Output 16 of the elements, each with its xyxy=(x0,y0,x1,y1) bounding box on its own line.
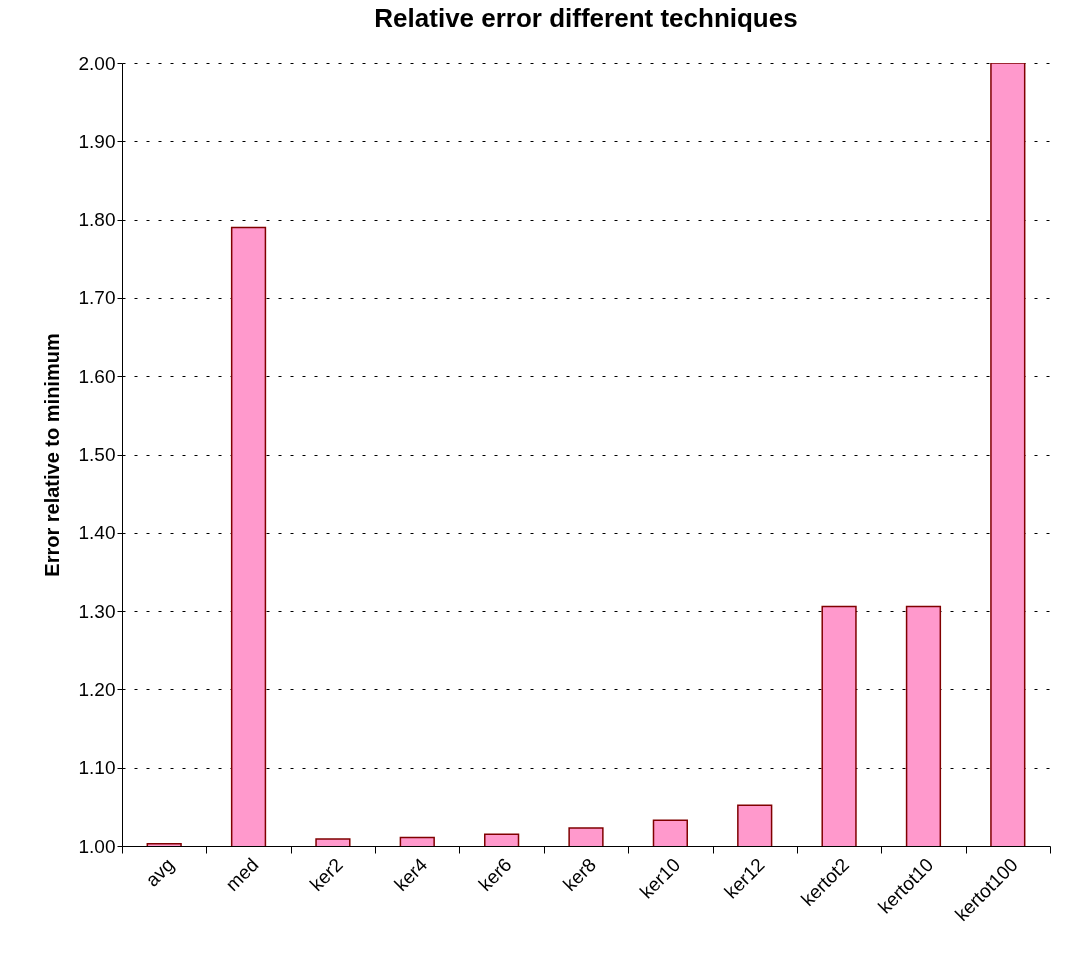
y-tick-label: 1.90 xyxy=(78,130,116,152)
y-tick-label: 1.80 xyxy=(78,209,116,231)
y-tick-label: 1.70 xyxy=(78,287,116,309)
y-tick-label: 1.20 xyxy=(78,678,116,700)
y-tick-label: 1.50 xyxy=(78,444,116,465)
x-tick-label: ker8 xyxy=(558,854,600,896)
x-tick-label: avg xyxy=(141,854,179,891)
x-tick-label: ker2 xyxy=(305,854,347,896)
y-tick-label: 1.40 xyxy=(78,522,116,544)
y-tick-label: 2.00 xyxy=(78,52,116,74)
chart-title: Relative error different techniques xyxy=(374,3,798,33)
y-tick-label: 1.60 xyxy=(78,365,116,387)
y-tick-label: 1.30 xyxy=(78,600,116,622)
y-tick-label: 1.00 xyxy=(78,835,116,857)
y-axis-title: Error relative to minimum xyxy=(40,333,63,577)
y-tick-label: 1.10 xyxy=(78,757,116,779)
